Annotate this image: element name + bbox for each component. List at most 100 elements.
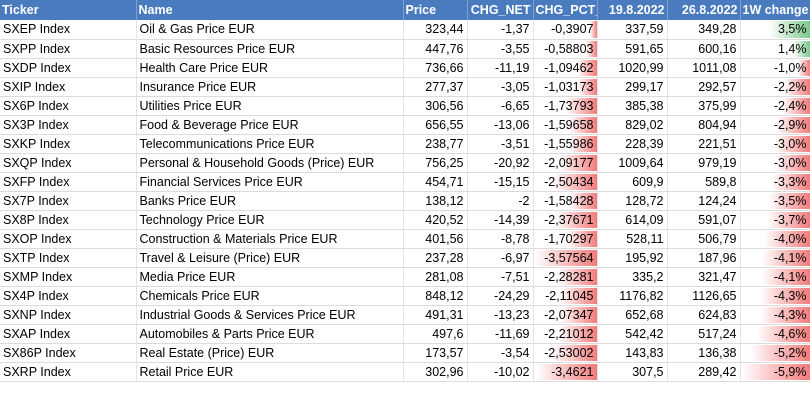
date-1-cell[interactable]: 614,09 bbox=[597, 210, 668, 230]
week-change-cell[interactable]: -4,3% bbox=[740, 305, 810, 325]
week-change-cell[interactable]: 3,5% bbox=[740, 20, 810, 40]
name-cell[interactable]: Financial Services Price EUR bbox=[136, 172, 404, 192]
date-2-cell[interactable]: 321,47 bbox=[667, 267, 741, 287]
table-row[interactable]: SXTP Index Travel & Leisure (Price) EUR 23… bbox=[0, 248, 810, 268]
ticker-cell[interactable]: SXAP Index bbox=[0, 324, 137, 344]
table-row[interactable]: SXDP Index Health Care Price EUR 736,66 -11… bbox=[0, 58, 810, 78]
ticker-cell[interactable]: SXDP Index bbox=[0, 58, 137, 78]
date-1-cell[interactable]: 542,42 bbox=[597, 324, 668, 344]
chg-pct-cell[interactable]: -2,09177 bbox=[533, 153, 598, 173]
name-cell[interactable]: Technology Price EUR bbox=[136, 210, 404, 230]
header-price[interactable]: Price bbox=[403, 0, 468, 20]
ticker-cell[interactable]: SXPP Index bbox=[0, 39, 137, 59]
week-change-cell[interactable]: -3,3% bbox=[740, 172, 810, 192]
table-row[interactable]: SXRP Index Retail Price EUR 302,96 -10,02 -3… bbox=[0, 362, 810, 382]
date-2-cell[interactable]: 600,16 bbox=[667, 39, 741, 59]
date-1-cell[interactable]: 299,17 bbox=[597, 77, 668, 97]
date-1-cell[interactable]: 228,39 bbox=[597, 134, 668, 154]
price-cell[interactable]: 138,12 bbox=[403, 191, 468, 211]
date-1-cell[interactable]: 307,5 bbox=[597, 362, 668, 382]
chg-pct-cell[interactable]: -3,4621 bbox=[533, 362, 598, 382]
table-row[interactable]: SX8P Index Technology Price EUR 420,52 -14,… bbox=[0, 210, 810, 230]
name-cell[interactable]: Basic Resources Price EUR bbox=[136, 39, 404, 59]
chg-pct-cell[interactable]: -1,73793 bbox=[533, 96, 598, 116]
ticker-cell[interactable]: SX4P Index bbox=[0, 286, 137, 306]
week-change-cell[interactable]: 1,4% bbox=[740, 39, 810, 59]
chg-net-cell[interactable]: -2 bbox=[467, 191, 534, 211]
chg-pct-cell[interactable]: -0,58803 bbox=[533, 39, 598, 59]
price-cell[interactable]: 238,77 bbox=[403, 134, 468, 154]
week-change-cell[interactable]: -4,0% bbox=[740, 229, 810, 249]
header-date-1[interactable]: 19.8.2022 bbox=[597, 0, 668, 20]
chg-pct-cell[interactable]: -2,28281 bbox=[533, 267, 598, 287]
date-2-cell[interactable]: 589,8 bbox=[667, 172, 741, 192]
header-chg-pct[interactable]: CHG_PCT_ bbox=[533, 0, 598, 20]
week-change-cell[interactable]: -3,0% bbox=[740, 153, 810, 173]
ticker-cell[interactable]: SXQP Index bbox=[0, 153, 137, 173]
name-cell[interactable]: Insurance Price EUR bbox=[136, 77, 404, 97]
date-1-cell[interactable]: 829,02 bbox=[597, 115, 668, 135]
table-row[interactable]: SXQP Index Personal & Household Goods (Pr… bbox=[0, 153, 810, 173]
chg-net-cell[interactable]: -3,54 bbox=[467, 343, 534, 363]
week-change-cell[interactable]: -2,9% bbox=[740, 115, 810, 135]
date-1-cell[interactable]: 591,65 bbox=[597, 39, 668, 59]
name-cell[interactable]: Telecommunications Price EUR bbox=[136, 134, 404, 154]
header-ticker[interactable]: Ticker bbox=[0, 0, 137, 20]
week-change-cell[interactable]: -4,1% bbox=[740, 248, 810, 268]
price-cell[interactable]: 420,52 bbox=[403, 210, 468, 230]
week-change-cell[interactable]: -5,9% bbox=[740, 362, 810, 382]
ticker-cell[interactable]: SXTP Index bbox=[0, 248, 137, 268]
table-row[interactable]: SXMP Index Media Price EUR 281,08 -7,51 -2,2… bbox=[0, 267, 810, 287]
price-cell[interactable]: 302,96 bbox=[403, 362, 468, 382]
chg-net-cell[interactable]: -7,51 bbox=[467, 267, 534, 287]
table-row[interactable]: SXNP Index Industrial Goods & Services Pr… bbox=[0, 305, 810, 325]
date-1-cell[interactable]: 337,59 bbox=[597, 20, 668, 40]
chg-pct-cell[interactable]: -1,03173 bbox=[533, 77, 598, 97]
chg-pct-cell[interactable]: -1,55986 bbox=[533, 134, 598, 154]
chg-pct-cell[interactable]: -3,57564 bbox=[533, 248, 598, 268]
chg-net-cell[interactable]: -1,37 bbox=[467, 20, 534, 40]
week-change-cell[interactable]: -3,5% bbox=[740, 191, 810, 211]
chg-net-cell[interactable]: -13,06 bbox=[467, 115, 534, 135]
name-cell[interactable]: Oil & Gas Price EUR bbox=[136, 20, 404, 40]
chg-net-cell[interactable]: -11,69 bbox=[467, 324, 534, 344]
table-row[interactable]: SXIP Index Insurance Price EUR 277,37 -3,05… bbox=[0, 77, 810, 97]
name-cell[interactable]: Real Estate (Price) EUR bbox=[136, 343, 404, 363]
date-2-cell[interactable]: 375,99 bbox=[667, 96, 741, 116]
price-cell[interactable]: 848,12 bbox=[403, 286, 468, 306]
week-change-cell[interactable]: -1,0% bbox=[740, 58, 810, 78]
chg-pct-cell[interactable]: -2,53002 bbox=[533, 343, 598, 363]
chg-pct-cell[interactable]: -2,50434 bbox=[533, 172, 598, 192]
week-change-cell[interactable]: -5,2% bbox=[740, 343, 810, 363]
ticker-cell[interactable]: SXMP Index bbox=[0, 267, 137, 287]
date-2-cell[interactable]: 624,83 bbox=[667, 305, 741, 325]
week-change-cell[interactable]: -3,0% bbox=[740, 134, 810, 154]
table-row[interactable]: SX7P Index Banks Price EUR 138,12 -2 -1,5842… bbox=[0, 191, 810, 211]
header-date-2[interactable]: 26.8.2022 bbox=[667, 0, 741, 20]
date-2-cell[interactable]: 506,79 bbox=[667, 229, 741, 249]
chg-pct-cell[interactable]: -1,59658 bbox=[533, 115, 598, 135]
chg-net-cell[interactable]: -10,02 bbox=[467, 362, 534, 382]
chg-net-cell[interactable]: -8,78 bbox=[467, 229, 534, 249]
chg-pct-cell[interactable]: -1,58428 bbox=[533, 191, 598, 211]
date-2-cell[interactable]: 136,38 bbox=[667, 343, 741, 363]
ticker-cell[interactable]: SX8P Index bbox=[0, 210, 137, 230]
price-cell[interactable]: 277,37 bbox=[403, 77, 468, 97]
table-row[interactable]: SXAP Index Automobiles & Parts Price EUR 4… bbox=[0, 324, 810, 344]
price-cell[interactable]: 491,31 bbox=[403, 305, 468, 325]
chg-net-cell[interactable]: -24,29 bbox=[467, 286, 534, 306]
week-change-cell[interactable]: -4,3% bbox=[740, 286, 810, 306]
name-cell[interactable]: Personal & Household Goods (Price) EUR bbox=[136, 153, 404, 173]
price-cell[interactable]: 497,6 bbox=[403, 324, 468, 344]
date-2-cell[interactable]: 221,51 bbox=[667, 134, 741, 154]
date-2-cell[interactable]: 979,19 bbox=[667, 153, 741, 173]
date-1-cell[interactable]: 609,9 bbox=[597, 172, 668, 192]
date-1-cell[interactable]: 1020,99 bbox=[597, 58, 668, 78]
date-2-cell[interactable]: 591,07 bbox=[667, 210, 741, 230]
price-cell[interactable]: 281,08 bbox=[403, 267, 468, 287]
name-cell[interactable]: Banks Price EUR bbox=[136, 191, 404, 211]
date-2-cell[interactable]: 124,24 bbox=[667, 191, 741, 211]
date-2-cell[interactable]: 1126,65 bbox=[667, 286, 741, 306]
chg-pct-cell[interactable]: -2,21012 bbox=[533, 324, 598, 344]
name-cell[interactable]: Construction & Materials Price EUR bbox=[136, 229, 404, 249]
